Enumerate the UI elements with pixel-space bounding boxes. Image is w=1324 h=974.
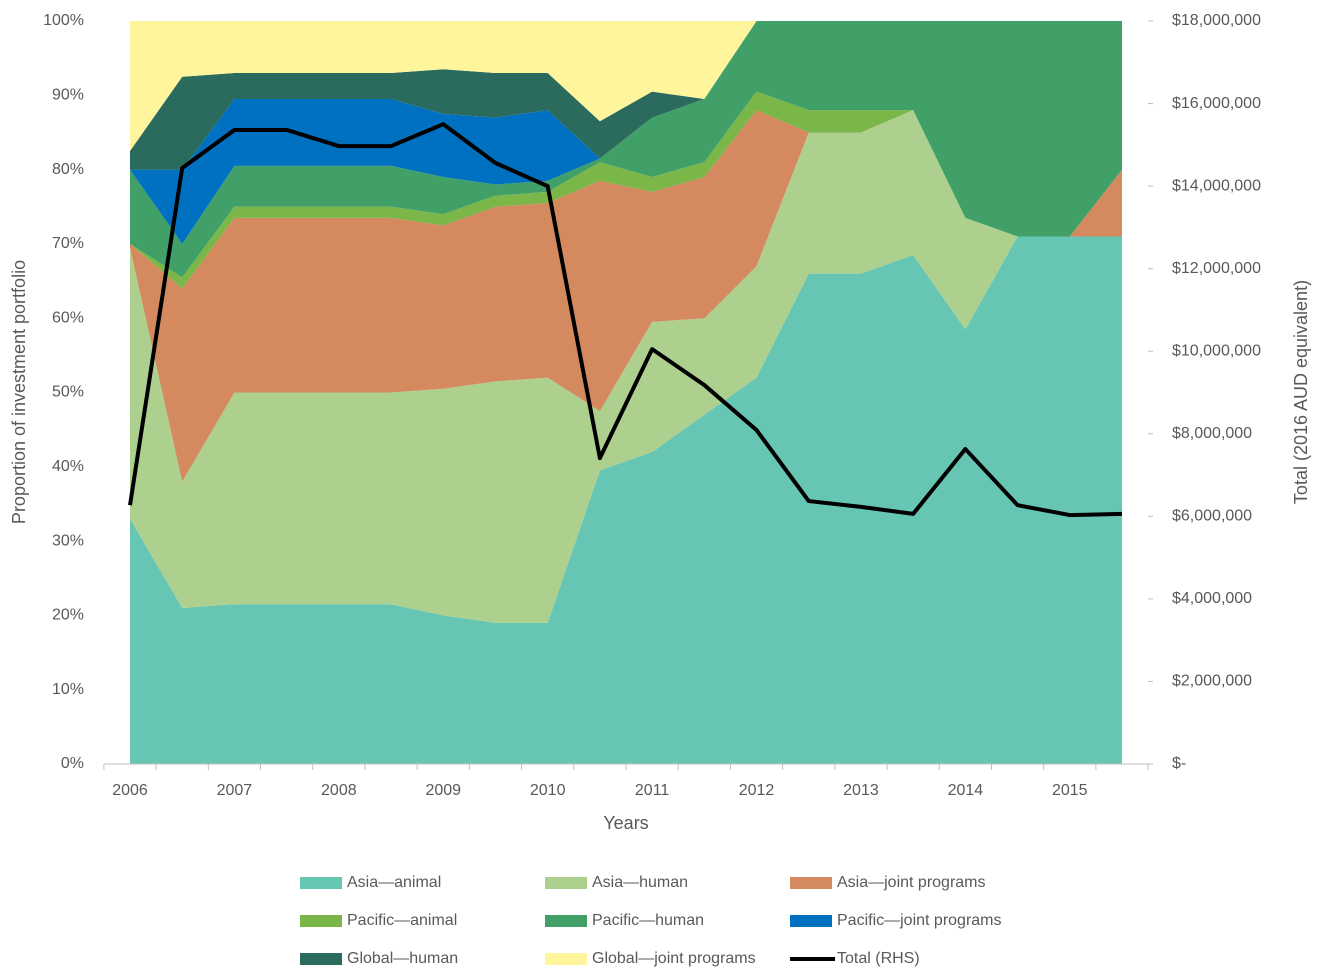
area (130, 21, 1122, 278)
total-line (128, 122, 1123, 518)
y-axis-title: Proportion of investment portfolio (9, 260, 29, 524)
y-tick-label: 60% (52, 309, 84, 326)
y-tick-label: 70% (52, 235, 84, 252)
y2-tick-label: $16,000,000 (1172, 95, 1261, 112)
legend-label: Pacific—joint programs (837, 912, 1002, 929)
y-tick-label: 30% (52, 532, 84, 549)
x-tick-label: 2006 (112, 782, 148, 799)
legend-swatch (300, 877, 342, 889)
legend-label: Asia—human (592, 874, 688, 891)
y2-tick-label: $14,000,000 (1172, 177, 1261, 194)
area (130, 21, 1122, 170)
y2-tick-label: $4,000,000 (1172, 590, 1252, 607)
legend-swatch (300, 953, 342, 965)
area (130, 236, 1122, 765)
y2-tick-label: $2,000,000 (1172, 673, 1252, 690)
x-tick-label: 2011 (635, 782, 670, 799)
y2-axis-title: Total (2016 AUD equivalent) (1291, 280, 1311, 504)
y2-tick-label: $10,000,000 (1172, 342, 1261, 359)
legend-swatch (790, 877, 832, 889)
y-tick-label: 20% (52, 607, 84, 624)
y-tick-label: 100% (43, 12, 84, 29)
legend-swatch (300, 915, 342, 927)
legend-label: Total (RHS) (837, 950, 920, 967)
legend-label: Asia—animal (347, 874, 441, 891)
x-tick-label: 2008 (321, 782, 357, 799)
legend-label: Global—human (347, 950, 458, 967)
x-tick-label: 2012 (739, 782, 775, 799)
y-tick-label: 40% (52, 458, 84, 475)
legend-label: Pacific—animal (347, 912, 457, 929)
y-tick-label: 10% (52, 681, 84, 698)
x-tick-label: 2015 (1052, 782, 1088, 799)
area (130, 21, 1122, 152)
x-axis-title: Years (603, 813, 648, 833)
area (130, 21, 1122, 244)
x-tick-label: 2014 (948, 782, 984, 799)
legend-label: Asia—joint programs (837, 874, 986, 891)
y-tick-label: 80% (52, 161, 84, 178)
legend-swatch (545, 877, 587, 889)
area (130, 110, 1122, 623)
x-tick-label: 2010 (530, 782, 566, 799)
y-tick-label: 50% (52, 384, 84, 401)
y2-tick-label: $18,000,000 (1172, 12, 1261, 29)
legend-swatch (545, 953, 587, 965)
y2-tick-label: $6,000,000 (1172, 508, 1252, 525)
y2-tick-label: $- (1172, 755, 1186, 772)
x-tick-label: 2007 (217, 782, 253, 799)
y2-tick-label: $8,000,000 (1172, 425, 1252, 442)
y-tick-label: 90% (52, 87, 84, 104)
legend-swatch (790, 915, 832, 927)
legend-label: Pacific—human (592, 912, 704, 929)
legend-swatch (545, 915, 587, 927)
area (130, 110, 1122, 482)
legend-label: Global—joint programs (592, 950, 756, 967)
x-tick-label: 2009 (425, 782, 461, 799)
y2-tick-label: $12,000,000 (1172, 260, 1261, 277)
y-tick-label: 0% (61, 755, 84, 772)
x-tick-label: 2013 (843, 782, 879, 799)
